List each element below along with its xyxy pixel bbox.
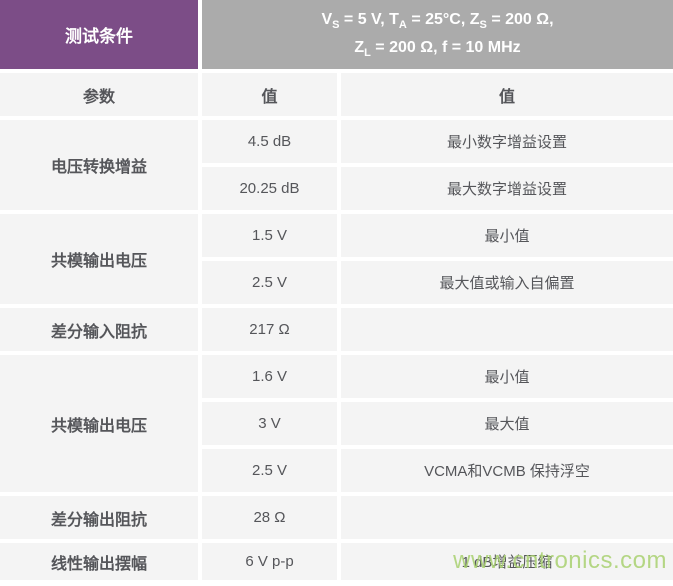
param-cell-differential-input-impedance: 差分输入阻抗 bbox=[0, 308, 198, 351]
conditions-line-1: VS = 5 V, TA = 25°C, ZS = 200 Ω, bbox=[321, 7, 553, 35]
param-cell-common-mode-output-voltage-2: 共模输出电压 bbox=[0, 355, 198, 492]
value-cell: 2.5 V bbox=[202, 449, 337, 492]
note-cell: 最大数字增益设置 bbox=[341, 167, 673, 210]
cond-subscript: L bbox=[364, 46, 371, 59]
value-cell: 4.5 dB bbox=[202, 120, 337, 163]
param-cell-common-mode-output-voltage-1: 共模输出电压 bbox=[0, 214, 198, 304]
param-cell-linear-output-swing: 线性输出摆幅 bbox=[0, 543, 198, 580]
test-conditions-header-cell: 测试条件 bbox=[0, 0, 198, 69]
value-cell: 1.6 V bbox=[202, 355, 337, 398]
cond-text: = 25°C, Z bbox=[406, 10, 480, 28]
note-cell bbox=[341, 308, 673, 351]
cond-subscript: S bbox=[332, 18, 340, 31]
cond-text: Z bbox=[354, 38, 365, 56]
cond-text: = 5 V, T bbox=[339, 10, 399, 28]
param-cell-voltage-conversion-gain: 电压转换增益 bbox=[0, 120, 198, 210]
note-cell bbox=[341, 496, 673, 539]
cond-subscript: S bbox=[479, 18, 487, 31]
note-cell: 1 dB增益压缩 bbox=[341, 543, 673, 580]
test-conditions-value-cell: VS = 5 V, TA = 25°C, ZS = 200 Ω, ZL = 20… bbox=[202, 0, 673, 69]
param-cell-differential-output-impedance: 差分输出阻抗 bbox=[0, 496, 198, 539]
cond-subscript: A bbox=[398, 18, 407, 31]
note-cell: VCMA和VCMB 保持浮空 bbox=[341, 449, 673, 492]
column-header-param: 参数 bbox=[0, 73, 198, 116]
note-cell: 最小值 bbox=[341, 355, 673, 398]
note-cell: 最大值或输入自偏置 bbox=[341, 261, 673, 304]
value-cell: 20.25 dB bbox=[202, 167, 337, 210]
value-cell: 1.5 V bbox=[202, 214, 337, 257]
conditions-line-2: ZL = 200 Ω, f = 10 MHz bbox=[354, 35, 520, 63]
note-cell: 最小数字增益设置 bbox=[341, 120, 673, 163]
note-cell: 最大值 bbox=[341, 402, 673, 445]
value-cell: 6 V p-p bbox=[202, 543, 337, 580]
value-cell: 3 V bbox=[202, 402, 337, 445]
value-cell: 2.5 V bbox=[202, 261, 337, 304]
column-header-value: 值 bbox=[202, 73, 337, 116]
cond-text: V bbox=[321, 10, 333, 28]
cond-text: = 200 Ω, bbox=[486, 10, 554, 28]
value-cell: 217 Ω bbox=[202, 308, 337, 351]
column-header-value2: 值 bbox=[341, 73, 673, 116]
value-cell: 28 Ω bbox=[202, 496, 337, 539]
note-cell: 最小值 bbox=[341, 214, 673, 257]
cond-text: = 200 Ω, f = 10 MHz bbox=[370, 38, 521, 56]
